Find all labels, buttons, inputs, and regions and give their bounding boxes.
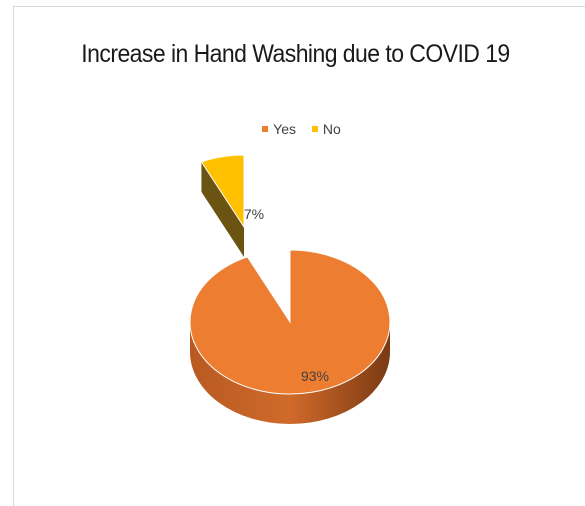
legend-swatch-no — [311, 126, 318, 132]
pie-slices — [189, 154, 391, 424]
data-label-no: 7% — [244, 206, 264, 222]
legend-item-no: No — [311, 121, 341, 137]
legend-label-yes: Yes — [273, 121, 297, 137]
pie-slice-yes — [189, 249, 391, 395]
chart-title: Increase in Hand Washing due to COVID 19 — [81, 40, 510, 68]
chart-frame — [13, 6, 585, 506]
legend-item-yes: Yes — [262, 121, 296, 137]
chart-legend: Yes No — [0, 121, 585, 137]
pie-slice-no — [200, 154, 245, 229]
pie-slice-no-side — [201, 161, 244, 257]
legend-label-no: No — [322, 121, 341, 137]
data-label-yes: 93% — [301, 368, 329, 384]
pie-slice-yes-side — [190, 322, 390, 424]
legend-swatch-yes — [262, 126, 269, 132]
